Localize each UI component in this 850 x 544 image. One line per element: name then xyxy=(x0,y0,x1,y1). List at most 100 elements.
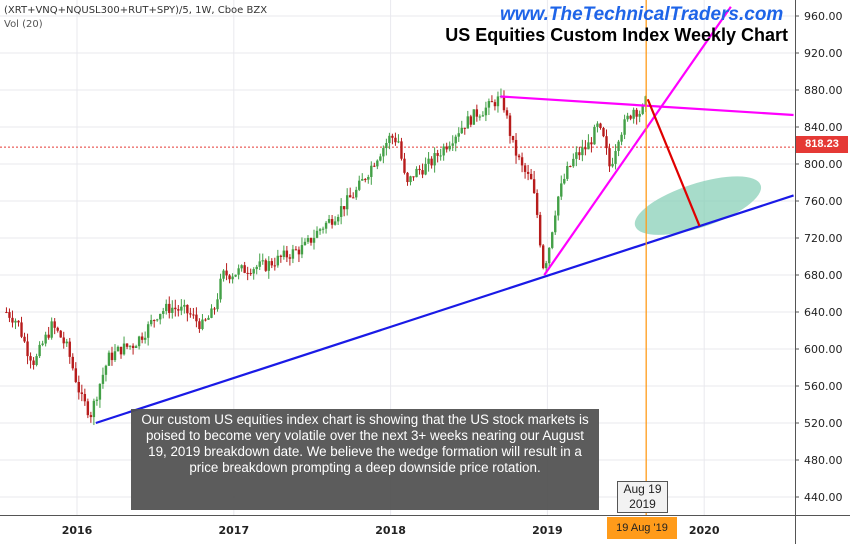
candle-body xyxy=(65,341,68,344)
candle-body xyxy=(517,155,521,158)
candle-body xyxy=(38,344,41,357)
candle-body xyxy=(213,308,216,310)
candle-body xyxy=(560,183,563,197)
candle-body xyxy=(125,343,129,347)
candle-body xyxy=(56,327,59,331)
candle-body xyxy=(469,116,473,125)
candle-body xyxy=(318,229,322,231)
candle-body xyxy=(445,146,448,150)
candle-body xyxy=(71,356,74,369)
candle-body xyxy=(306,237,310,242)
x-tick-label: 2020 xyxy=(689,524,720,537)
last-price-tag: 818.23 xyxy=(796,136,848,153)
candle-body xyxy=(620,134,623,142)
candle-body xyxy=(44,334,47,344)
candle-body xyxy=(219,278,222,300)
candle-body xyxy=(165,303,168,312)
candle-body xyxy=(596,123,599,127)
candle-body xyxy=(231,276,234,280)
candle-body xyxy=(475,109,479,117)
candle-body xyxy=(638,113,641,117)
candle-body xyxy=(400,141,403,159)
candle-body xyxy=(418,168,421,171)
candle-body xyxy=(68,341,71,357)
candle-body xyxy=(439,155,442,157)
candle-body xyxy=(436,153,439,156)
candle-body xyxy=(225,270,228,276)
candle-body xyxy=(448,145,451,150)
candle-body xyxy=(352,197,355,199)
candle-body xyxy=(273,265,277,267)
candle-body xyxy=(581,147,584,156)
candle-body xyxy=(267,261,270,271)
candle-body xyxy=(98,383,102,400)
candle-body xyxy=(83,393,87,402)
candle-body xyxy=(53,321,56,328)
candle-body xyxy=(29,356,32,361)
candle-body xyxy=(514,139,518,156)
candle-body xyxy=(391,135,394,138)
candle-body xyxy=(264,260,267,271)
candle-body xyxy=(303,241,307,246)
y-tick-label: 920.00 xyxy=(804,47,843,60)
candle-body xyxy=(551,232,554,248)
candle-body xyxy=(355,189,358,198)
candle-body xyxy=(345,195,349,210)
y-tick-label: 960.00 xyxy=(804,10,843,23)
candle-body xyxy=(342,206,346,210)
candle-body xyxy=(460,127,463,134)
candle-body xyxy=(23,336,26,342)
candle-body xyxy=(578,152,581,156)
candle-body xyxy=(131,345,135,349)
y-tick-label: 600.00 xyxy=(804,343,843,356)
candle-body xyxy=(171,307,174,313)
candle-body xyxy=(409,176,412,183)
trendline-projection xyxy=(646,98,701,227)
candle-body xyxy=(394,137,397,143)
symbol-label: (XRT+VNQ+NQUSL300+RUT+SPY)/5, 1W, Cboe B… xyxy=(4,5,268,16)
candle-body xyxy=(8,312,11,318)
candle-body xyxy=(180,306,183,311)
candle-body xyxy=(285,250,289,258)
candle-body xyxy=(276,255,280,266)
candle-body xyxy=(505,110,509,116)
candle-body xyxy=(261,260,264,262)
candle-body xyxy=(327,219,331,223)
candle-body xyxy=(140,336,144,340)
candle-body xyxy=(569,166,572,168)
x-tick-label: 2017 xyxy=(218,524,249,537)
candle-body xyxy=(204,319,207,321)
candle-body xyxy=(270,261,273,266)
candle-body xyxy=(62,337,65,344)
candle-body xyxy=(216,299,219,310)
candle-body xyxy=(599,123,602,128)
candle-body xyxy=(149,320,153,325)
volume-label: Vol (20) xyxy=(4,19,43,30)
candle-body xyxy=(367,176,370,180)
price-axis-panel xyxy=(795,0,850,544)
candle-body xyxy=(373,165,376,167)
y-tick-label: 880.00 xyxy=(804,84,843,97)
trendline-support xyxy=(95,194,794,425)
candle-body xyxy=(192,314,195,316)
y-tick-label: 840.00 xyxy=(804,121,843,134)
candle-body xyxy=(14,320,17,323)
candle-body xyxy=(403,158,406,173)
candle-body xyxy=(623,119,626,135)
candle-body xyxy=(77,381,81,393)
candle-body xyxy=(526,171,530,174)
candle-body xyxy=(59,330,62,338)
x-tick-label: 2019 xyxy=(532,524,563,537)
target-zone-ellipse xyxy=(634,176,762,235)
y-tick-label: 720.00 xyxy=(804,232,843,245)
candle-body xyxy=(397,141,400,143)
candle-body xyxy=(92,400,96,418)
candle-body xyxy=(584,147,587,150)
candle-body xyxy=(529,173,533,180)
candle-body xyxy=(291,249,295,259)
candle-body xyxy=(348,195,352,198)
candle-body xyxy=(632,109,635,119)
candle-body xyxy=(201,319,204,330)
candle-body xyxy=(210,308,213,318)
candle-body xyxy=(641,105,644,114)
